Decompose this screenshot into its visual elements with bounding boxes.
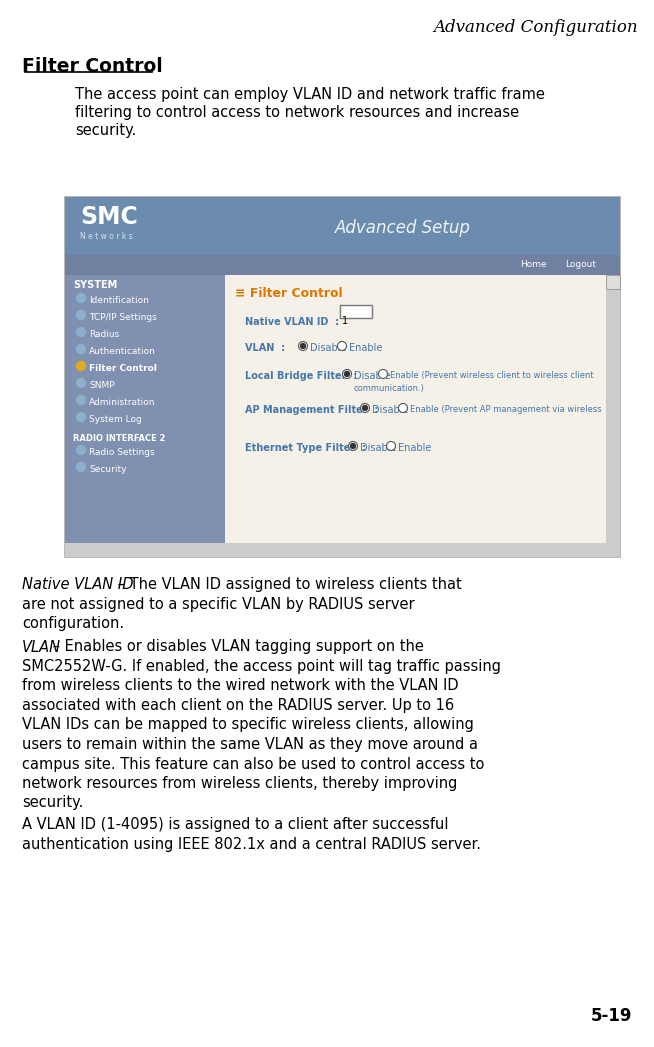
Circle shape: [351, 444, 356, 448]
Text: Home: Home: [520, 260, 547, 269]
Text: A VLAN ID (1-4095) is assigned to a client after successful: A VLAN ID (1-4095) is assigned to a clie…: [22, 817, 449, 832]
Text: Disable: Disable: [310, 343, 347, 353]
Circle shape: [77, 328, 86, 336]
Text: SNMP: SNMP: [89, 381, 114, 389]
Circle shape: [337, 341, 347, 351]
Text: ≡ Filter Control: ≡ Filter Control: [235, 287, 343, 300]
Text: security.: security.: [22, 796, 83, 810]
Text: TCP/IP Settings: TCP/IP Settings: [89, 313, 157, 322]
Bar: [65, 197, 620, 557]
Text: campus site. This feature can also be used to control access to: campus site. This feature can also be us…: [22, 757, 485, 772]
Text: Disable: Disable: [372, 405, 409, 415]
Text: VLAN IDs can be mapped to specific wireless clients, allowing: VLAN IDs can be mapped to specific wirel…: [22, 717, 474, 733]
Circle shape: [387, 442, 396, 450]
Bar: [225, 275, 606, 557]
Text: are not assigned to a specific VLAN by RADIUS server: are not assigned to a specific VLAN by R…: [22, 597, 415, 611]
Bar: [340, 305, 372, 318]
Text: Native VLAN ID  :: Native VLAN ID :: [245, 317, 339, 327]
Bar: [606, 275, 620, 289]
Bar: [606, 275, 620, 557]
Circle shape: [343, 370, 351, 379]
Circle shape: [300, 343, 305, 349]
Circle shape: [77, 379, 86, 387]
Circle shape: [379, 370, 388, 379]
Text: VLAN  :: VLAN :: [245, 343, 285, 353]
Text: Identification: Identification: [89, 296, 149, 305]
Text: The access point can employ VLAN ID and network traffic frame: The access point can employ VLAN ID and …: [75, 87, 545, 102]
Text: Enable (Prevent AP management via wireless: Enable (Prevent AP management via wirele…: [410, 405, 602, 414]
Text: VLAN: VLAN: [22, 640, 61, 654]
Circle shape: [77, 463, 86, 471]
Bar: [65, 197, 620, 255]
Circle shape: [362, 405, 368, 410]
Text: N e t w o r k s: N e t w o r k s: [80, 232, 133, 241]
Text: users to remain within the same VLAN as they move around a: users to remain within the same VLAN as …: [22, 737, 478, 752]
Bar: [65, 275, 225, 557]
Text: Enable: Enable: [349, 343, 383, 353]
Text: network resources from wireless clients, thereby improving: network resources from wireless clients,…: [22, 776, 457, 790]
Text: Enable: Enable: [398, 443, 432, 453]
Text: Ethernet Type Filter  :: Ethernet Type Filter :: [245, 443, 366, 453]
Text: SMC: SMC: [80, 205, 138, 229]
Text: Authentication: Authentication: [89, 347, 156, 356]
Text: System Log: System Log: [89, 415, 142, 424]
Circle shape: [360, 403, 370, 413]
Text: Radius: Radius: [89, 330, 119, 339]
Text: AP Management Filter  :: AP Management Filter :: [245, 405, 379, 415]
Text: Native VLAN ID: Native VLAN ID: [22, 577, 133, 592]
Text: Enable (Prevent wireless client to wireless client: Enable (Prevent wireless client to wirel…: [390, 371, 594, 380]
Text: Filter Control: Filter Control: [22, 57, 163, 76]
Text: Disable: Disable: [360, 443, 396, 453]
Text: Administration: Administration: [89, 398, 156, 407]
Text: authentication using IEEE 802.1x and a central RADIUS server.: authentication using IEEE 802.1x and a c…: [22, 837, 481, 851]
Bar: [65, 543, 606, 557]
Bar: [65, 255, 620, 275]
Text: 1: 1: [342, 316, 348, 326]
Text: 5-19: 5-19: [591, 1007, 632, 1025]
Text: Radio Settings: Radio Settings: [89, 448, 154, 456]
Circle shape: [398, 403, 407, 413]
Text: SYSTEM: SYSTEM: [73, 280, 117, 290]
Text: Filter Control: Filter Control: [89, 364, 157, 373]
Circle shape: [77, 344, 86, 354]
Circle shape: [77, 361, 86, 371]
Circle shape: [77, 293, 86, 303]
Text: RADIO INTERFACE 2: RADIO INTERFACE 2: [73, 435, 165, 443]
Text: configuration.: configuration.: [22, 616, 124, 631]
Text: Security: Security: [89, 465, 126, 474]
Circle shape: [345, 372, 349, 377]
Text: Advanced Setup: Advanced Setup: [335, 219, 471, 237]
Text: – Enables or disables VLAN tagging support on the: – Enables or disables VLAN tagging suppo…: [48, 640, 424, 654]
Text: associated with each client on the RADIUS server. Up to 16: associated with each client on the RADIU…: [22, 698, 454, 713]
Text: Disable: Disable: [354, 371, 390, 381]
Text: – The VLAN ID assigned to wireless clients that: – The VLAN ID assigned to wireless clien…: [113, 577, 462, 592]
Circle shape: [77, 446, 86, 454]
Text: Advanced Configuration: Advanced Configuration: [434, 19, 638, 36]
Circle shape: [349, 442, 358, 450]
Text: Logout: Logout: [565, 260, 596, 269]
Text: security.: security.: [75, 122, 137, 138]
Circle shape: [77, 396, 86, 404]
Text: communication.): communication.): [354, 384, 425, 393]
Text: Local Bridge Filter  :: Local Bridge Filter :: [245, 371, 357, 381]
Circle shape: [77, 311, 86, 319]
Circle shape: [77, 413, 86, 422]
Circle shape: [298, 341, 307, 351]
Text: SMC2552W-G. If enabled, the access point will tag traffic passing: SMC2552W-G. If enabled, the access point…: [22, 659, 501, 674]
Text: from wireless clients to the wired network with the VLAN ID: from wireless clients to the wired netwo…: [22, 678, 458, 693]
Text: filtering to control access to network resources and increase: filtering to control access to network r…: [75, 105, 519, 120]
